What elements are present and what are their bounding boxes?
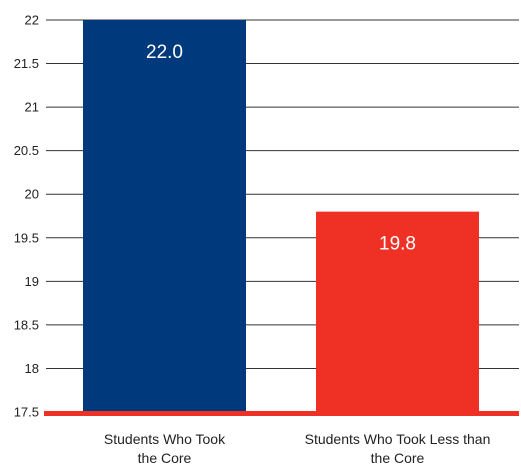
y-tick-label: 17.5 bbox=[14, 405, 39, 420]
y-tick-label: 18 bbox=[25, 361, 39, 376]
y-tick-label: 21.5 bbox=[14, 56, 39, 71]
x-axis-baseline bbox=[44, 411, 519, 416]
y-tick-label: 18.5 bbox=[14, 317, 39, 332]
category-label-line: Students Who Took bbox=[104, 431, 226, 447]
bar bbox=[316, 211, 479, 412]
bars bbox=[83, 20, 479, 412]
bar-value-labels: 22.0 19.8 bbox=[146, 42, 416, 255]
category-label-line: the Core bbox=[371, 450, 425, 466]
y-tick-label: 19.5 bbox=[14, 230, 39, 245]
category-label: Students Who Took Less than the Core bbox=[305, 431, 491, 466]
category-label-line: Students Who Took Less than bbox=[305, 431, 491, 447]
y-tick-label: 20 bbox=[25, 187, 39, 202]
y-tick-label: 19 bbox=[25, 274, 39, 289]
bar bbox=[83, 20, 246, 412]
y-tick-label: 21 bbox=[25, 100, 39, 115]
bar-value-label: 22.0 bbox=[146, 42, 183, 63]
category-label-line: the Core bbox=[138, 450, 192, 466]
y-tick-label: 20.5 bbox=[14, 143, 39, 158]
y-axis-tick-labels: 17.5 18 18.5 19 19.5 20 20.5 21 21.5 22 bbox=[14, 13, 39, 420]
category-label: Students Who Took the Core bbox=[104, 431, 226, 466]
bar-value-label: 19.8 bbox=[379, 234, 416, 255]
y-tick-label: 22 bbox=[25, 13, 39, 28]
